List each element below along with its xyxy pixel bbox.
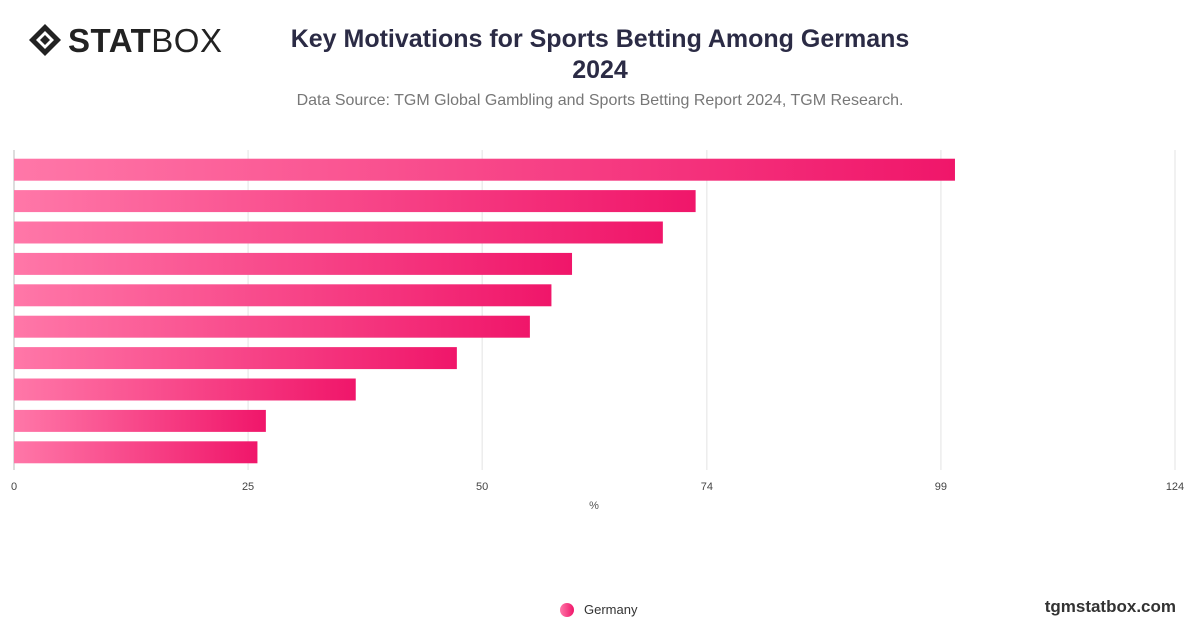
chart-title-line-2: 2024 xyxy=(572,56,628,84)
bar-germany-7[interactable] xyxy=(14,347,457,370)
bar-series-germany xyxy=(14,158,955,464)
statbox-logo: STATBOX xyxy=(26,22,222,58)
x-axis-ticks: 0 25 50 74 99 124 xyxy=(11,481,1184,493)
bar-germany-8[interactable] xyxy=(14,378,356,401)
x-tick-label: 74 xyxy=(701,481,713,493)
x-tick-label: 50 xyxy=(476,481,488,493)
chart-title-line-1: Key Motivations for Sports Betting Among… xyxy=(290,25,910,53)
bar-germany-4[interactable] xyxy=(14,252,573,275)
logo-light-text: BOX xyxy=(151,21,223,59)
x-tick-label: 99 xyxy=(935,481,947,493)
x-tick-label: 124 xyxy=(1166,481,1184,493)
bar-germany-9[interactable] xyxy=(14,409,266,432)
legend[interactable]: Germany xyxy=(560,602,637,617)
legend-swatch-germany xyxy=(560,602,574,617)
bar-germany-1[interactable] xyxy=(14,158,955,181)
bar-germany-2[interactable] xyxy=(14,190,696,213)
logo-bold-text: STAT xyxy=(68,21,152,59)
bar-germany-5[interactable] xyxy=(14,284,552,307)
bar-chart: 0 25 50 74 99 124 % xyxy=(11,150,1184,512)
chart-title: Key Motivations for Sports Betting Among… xyxy=(250,24,950,86)
legend-label-germany: Germany xyxy=(584,602,638,617)
x-tick-label: 0 xyxy=(11,481,17,493)
footer-site-url: tgmstatbox.com xyxy=(1044,597,1176,616)
statbox-diamond-icon xyxy=(29,24,61,56)
bar-germany-6[interactable] xyxy=(14,315,530,338)
bar-germany-3[interactable] xyxy=(14,221,663,244)
chart-subtitle: Data Source: TGM Global Gambling and Spo… xyxy=(296,92,904,109)
bar-germany-10[interactable] xyxy=(14,441,258,464)
x-axis-label: % xyxy=(589,500,599,512)
logo-wordmark: STATBOX xyxy=(68,24,222,57)
x-tick-label: 25 xyxy=(242,481,254,493)
